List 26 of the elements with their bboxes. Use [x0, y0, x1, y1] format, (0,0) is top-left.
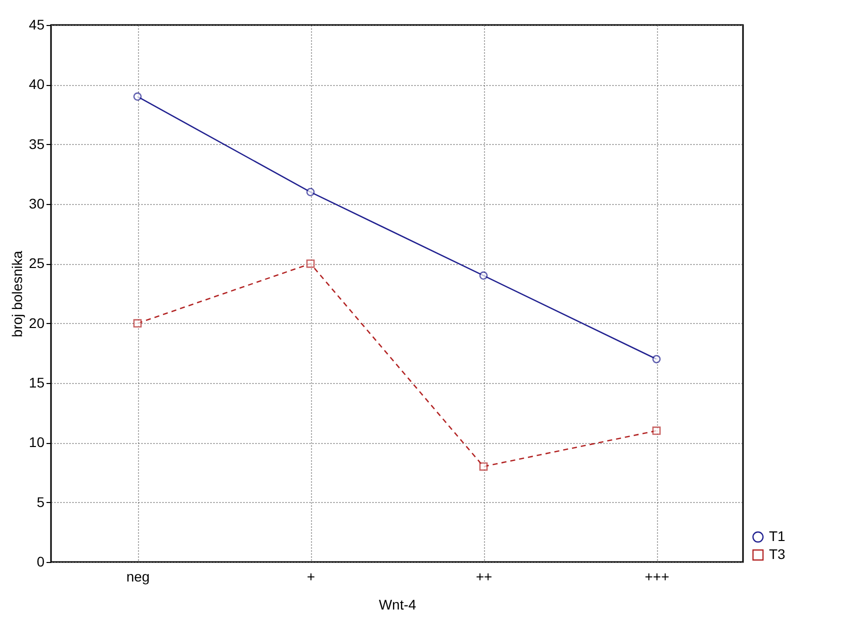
y-tick-label: 40 [28, 76, 45, 92]
x-axis-title: Wnt-4 [378, 596, 416, 612]
y-tick-label: 20 [28, 314, 45, 331]
point [479, 271, 488, 280]
y-axis-title: broj bolesnika [8, 250, 25, 338]
point [306, 188, 315, 196]
x-tick-label: + [306, 568, 316, 584]
x-tick-label: neg [126, 568, 150, 584]
y-tick-label: 45 [28, 16, 45, 32]
point [652, 426, 661, 435]
legend-label: T3 [769, 546, 786, 562]
x-tick-label: +++ [644, 568, 670, 584]
y-tick-label: 25 [28, 255, 45, 272]
y-tick-label: 35 [28, 136, 45, 152]
point [133, 319, 142, 328]
point [133, 92, 142, 101]
y-tick-label: 10 [28, 434, 45, 450]
point [306, 259, 315, 268]
y-tick-label: 15 [28, 374, 45, 390]
y-tick-label: 0 [36, 554, 45, 570]
y-tick-label: 5 [36, 494, 45, 510]
x-tick-label: ++ [476, 568, 492, 584]
point [652, 354, 661, 364]
point [479, 462, 488, 471]
legend-label: T1 [769, 528, 786, 544]
y-tick-label: 30 [28, 196, 45, 212]
